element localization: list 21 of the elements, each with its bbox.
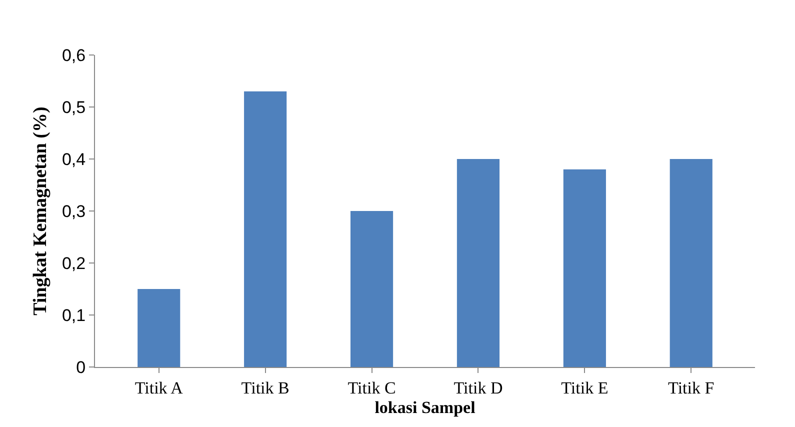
y-tick-label: 0,2 (62, 254, 86, 273)
x-axis-title: lokasi Sampel (374, 398, 476, 417)
y-tick-label: 0,1 (62, 306, 86, 325)
bar (138, 289, 180, 367)
x-tick-label: Titik A (134, 378, 184, 398)
y-tick-label: 0,3 (62, 202, 86, 221)
y-tick-label: 0,4 (62, 150, 86, 169)
y-axis-title: Tingkat Kemagnetan (%) (30, 106, 51, 316)
x-tick-label: Titik F (668, 378, 714, 398)
bar (670, 159, 712, 367)
y-tick-label: 0,5 (62, 98, 86, 117)
bar (350, 211, 394, 367)
y-tick-label: 0,6 (62, 46, 86, 65)
bar (456, 159, 500, 367)
bar (563, 169, 606, 367)
x-tick-label: Titik C (348, 378, 396, 398)
x-tick-label: Titik B (241, 378, 290, 398)
x-tick-label: Titik E (561, 378, 608, 398)
x-tick-label: Titik D (454, 378, 503, 398)
y-tick-label: 0 (76, 358, 86, 377)
bar (244, 91, 287, 367)
